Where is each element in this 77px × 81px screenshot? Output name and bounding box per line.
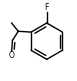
Text: O: O (8, 52, 14, 61)
Text: F: F (45, 3, 49, 12)
